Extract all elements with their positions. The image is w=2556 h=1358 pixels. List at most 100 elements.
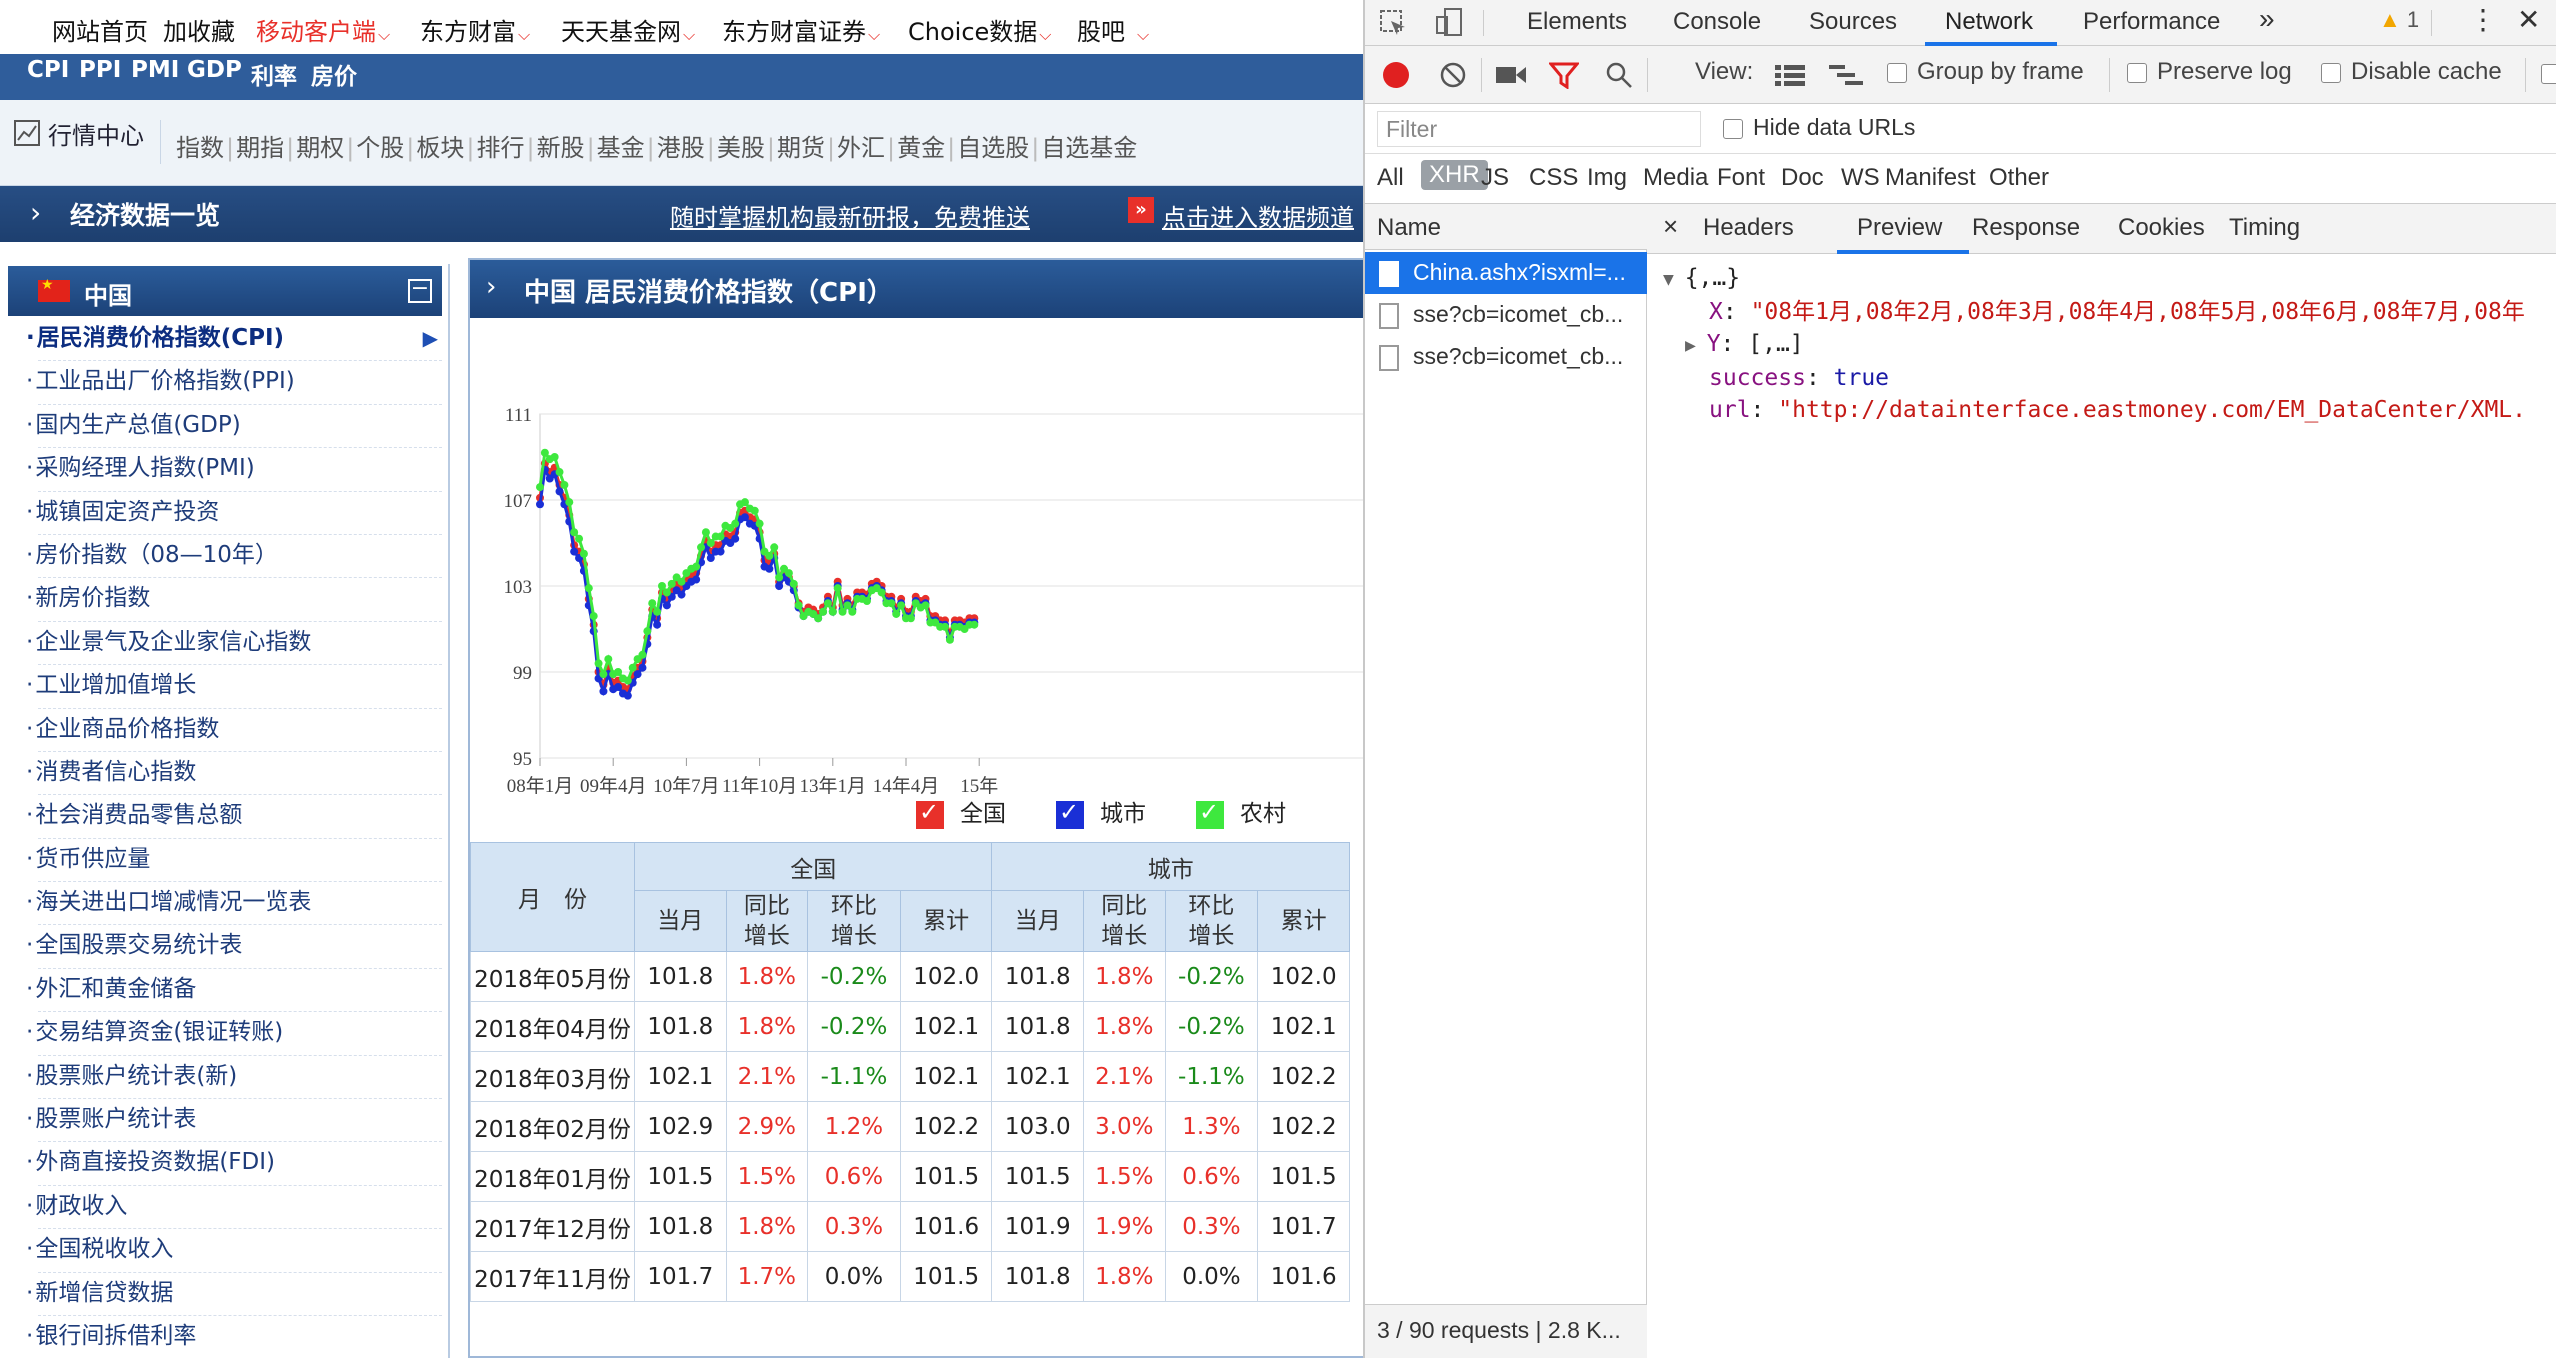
market-link[interactable]: 板块 (416, 134, 465, 162)
tab-performance[interactable]: Performance (2083, 8, 2221, 35)
tab-cookies[interactable]: Cookies (2118, 214, 2205, 241)
market-link[interactable]: 自选股 (957, 134, 1030, 162)
type-filter-css[interactable]: CSS (1529, 164, 1579, 191)
sidebar-item[interactable]: ·海关进出口增减情况一览表 (26, 882, 442, 926)
screenshot-icon[interactable] (1495, 64, 1527, 86)
sidebar-item[interactable]: ·采购经理人指数(PMI) (26, 448, 442, 492)
sidebar-item[interactable]: ·工业品出厂价格指数(PPI) (26, 361, 442, 405)
filter-input[interactable]: Filter (1377, 111, 1701, 147)
type-filter-doc[interactable]: Doc (1781, 164, 1824, 191)
sidebar-item[interactable]: ·企业商品价格指数 (26, 709, 442, 752)
sidebar-item[interactable]: ·工业增加值增长 (26, 665, 442, 709)
type-filter-manifest[interactable]: Manifest (1885, 164, 1976, 191)
market-link[interactable]: 期权 (296, 134, 345, 162)
tab-response[interactable]: Response (1972, 214, 2081, 241)
record-icon[interactable] (1383, 62, 1409, 88)
nav-home[interactable]: 网站首页 (52, 18, 148, 46)
name-column-header[interactable]: Name (1365, 204, 1647, 250)
market-link[interactable]: 期货 (776, 134, 825, 162)
type-filter-all[interactable]: All (1377, 164, 1404, 191)
sidebar-item[interactable]: ·股票账户统计表 (26, 1099, 442, 1143)
close-icon[interactable]: × (1663, 211, 1679, 241)
tab-preview[interactable]: Preview (1857, 214, 1943, 241)
disable-cache-checkbox[interactable]: Disable cache (2321, 58, 2502, 86)
market-link[interactable]: 港股 (656, 134, 705, 162)
sidebar-item[interactable]: ·社会消费品零售总额 (26, 795, 442, 839)
link-gdp[interactable]: GDP (187, 57, 242, 83)
preserve-log-checkbox[interactable]: Preserve log (2127, 58, 2292, 86)
tab-console[interactable]: Console (1673, 8, 1762, 35)
sidebar-item[interactable]: ·外汇和黄金储备 (26, 969, 442, 1013)
collapse-icon[interactable]: − (408, 278, 432, 303)
sidebar-item[interactable]: ·财政收入 (26, 1186, 442, 1230)
kebab-menu-icon[interactable]: ⋮ (2469, 4, 2497, 35)
sidebar-item[interactable]: ·房价指数（08—10年） (26, 535, 442, 579)
sidebar-item[interactable]: ·全国税收收入 (26, 1229, 442, 1273)
legend-item-national[interactable]: 全国 (916, 794, 1006, 829)
tab-network[interactable]: Network (1945, 8, 2034, 35)
sidebar-item[interactable]: ·外商直接投资数据(FDI) (26, 1142, 442, 1186)
market-link[interactable]: 黄金 (897, 134, 946, 162)
filter-icon[interactable] (1549, 61, 1579, 89)
type-filter-img[interactable]: Img (1587, 164, 1628, 191)
market-center-title[interactable]: 行情中心 (48, 122, 144, 150)
nav-mobile-client[interactable]: 移动客户端 ⌵ (256, 18, 391, 46)
sidebar-item[interactable]: ·新房价指数 (26, 578, 442, 622)
legend-item-city[interactable]: 城市 (1056, 794, 1146, 829)
market-link[interactable]: 指数 (176, 134, 224, 162)
type-filter-other[interactable]: Other (1989, 164, 2050, 191)
sidebar-item[interactable]: ·企业景气及企业家信心指数 (26, 622, 442, 666)
clear-icon[interactable] (1439, 61, 1467, 89)
sidebar-item[interactable]: ·股票账户统计表(新) (26, 1056, 442, 1100)
nav-favorite[interactable]: 加收藏 (163, 18, 235, 46)
link-ppi[interactable]: PPI (79, 57, 122, 83)
type-filter-xhr[interactable]: XHR (1421, 160, 1488, 190)
market-link[interactable]: 新股 (536, 134, 585, 162)
warning-counter[interactable]: ▲ 1 (2379, 7, 2420, 32)
market-link[interactable]: 期指 (236, 134, 285, 162)
type-filter-js[interactable]: JS (1481, 164, 1510, 191)
sidebar-item[interactable]: ·国内生产总值(GDP) (26, 405, 442, 449)
more-tabs-icon[interactable]: » (2259, 3, 2275, 34)
sidebar-item[interactable]: ·消费者信心指数 (26, 752, 442, 796)
market-link[interactable]: 外汇 (837, 134, 886, 162)
sidebar-item[interactable]: ·新增信贷数据 (26, 1273, 442, 1316)
tab-headers[interactable]: Headers (1703, 214, 1794, 241)
market-link[interactable]: 排行 (476, 134, 525, 162)
nav-guba[interactable]: 股吧 ⌵ (1077, 18, 1150, 46)
nav-choice-data[interactable]: Choice数据 ⌵ (908, 18, 1052, 46)
checkbox-icon[interactable] (2541, 64, 2556, 84)
nav-eastmoney[interactable]: 东方财富 ⌵ (420, 18, 531, 46)
market-link[interactable]: 个股 (356, 134, 405, 162)
sidebar-item[interactable]: ·城镇固定资产投资 (26, 492, 442, 535)
waterfall-icon[interactable] (1829, 64, 1863, 88)
type-filter-ws[interactable]: WS (1841, 164, 1880, 191)
json-root[interactable]: ▼ {,…} (1663, 265, 1741, 291)
inspect-icon[interactable] (1379, 9, 1407, 37)
link-pmi[interactable]: PMI (131, 57, 180, 83)
research-push-link[interactable]: 随时掌握机构最新研报，免费推送 (670, 204, 1030, 232)
search-icon[interactable] (1605, 61, 1633, 89)
market-link[interactable]: 自选基金 (1041, 134, 1138, 162)
device-toolbar-icon[interactable] (1435, 7, 1463, 37)
market-link[interactable]: 美股 (716, 134, 765, 162)
sidebar-item[interactable]: ·居民消费价格指数(CPI) ▶ (26, 318, 442, 362)
sidebar-item[interactable]: ·银行间拆借利率 (26, 1316, 442, 1358)
json-y[interactable]: ▶ Y: [,…] (1685, 331, 1804, 357)
request-row[interactable]: sse?cb=icomet_cb... (1365, 294, 1647, 336)
nav-eastmoney-securities[interactable]: 东方财富证券 ⌵ (722, 18, 881, 46)
tab-elements[interactable]: Elements (1527, 8, 1628, 35)
type-filter-font[interactable]: Font (1717, 164, 1766, 191)
sidebar-item[interactable]: ·货币供应量 (26, 839, 442, 883)
sidebar-item[interactable]: ·交易结算资金(银证转账) (26, 1012, 442, 1056)
sidebar-item[interactable]: ·全国股票交易统计表 (26, 925, 442, 969)
nav-tiantian-fund[interactable]: 天天基金网 ⌵ (561, 18, 696, 46)
type-filter-media[interactable]: Media (1643, 164, 1709, 191)
legend-item-rural[interactable]: 农村 (1196, 794, 1286, 829)
link-cpi[interactable]: CPI (27, 57, 70, 83)
tab-timing[interactable]: Timing (2229, 214, 2301, 241)
data-channel-link[interactable]: 点击进入数据频道 (1162, 204, 1354, 232)
request-row[interactable]: China.ashx?isxml=... (1365, 252, 1647, 294)
request-row[interactable]: sse?cb=icomet_cb... (1365, 336, 1647, 378)
hide-data-urls-checkbox[interactable]: Hide data URLs (1723, 114, 1915, 141)
